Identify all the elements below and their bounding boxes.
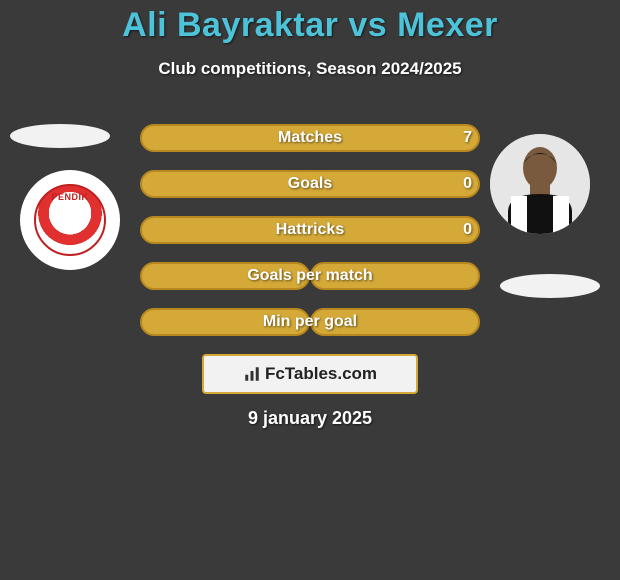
stat-row: Goals0 [140, 170, 480, 198]
stat-row: Matches7 [140, 124, 480, 152]
player-silhouette-icon [490, 134, 590, 234]
stat-label: Goals [140, 170, 480, 198]
stat-row: Hattricks0 [140, 216, 480, 244]
player-right-photo [490, 134, 590, 234]
player-left-photo-slot [10, 124, 110, 148]
player-right-club-slot [500, 274, 600, 298]
brand-text: FcTables.com [265, 364, 377, 384]
player-left-club-badge: PENDIK [20, 170, 120, 270]
stats-list: Matches7Goals0Hattricks0Goals per matchM… [140, 124, 480, 354]
subtitle: Club competitions, Season 2024/2025 [0, 59, 620, 79]
stat-value-right: 0 [463, 170, 472, 198]
stat-label: Hattricks [140, 216, 480, 244]
stat-label: Goals per match [140, 262, 480, 290]
brand-badge: FcTables.com [202, 354, 418, 394]
bar-chart-icon [243, 365, 261, 383]
stat-label: Matches [140, 124, 480, 152]
stat-value-right: 0 [463, 216, 472, 244]
stat-row: Goals per match [140, 262, 480, 290]
date-label: 9 january 2025 [0, 408, 620, 429]
page-title: Ali Bayraktar vs Mexer [0, 0, 620, 45]
stat-row: Min per goal [140, 308, 480, 336]
stat-value-right: 7 [463, 124, 472, 152]
stat-label: Min per goal [140, 308, 480, 336]
player-left-club-name: PENDIK [51, 192, 88, 202]
